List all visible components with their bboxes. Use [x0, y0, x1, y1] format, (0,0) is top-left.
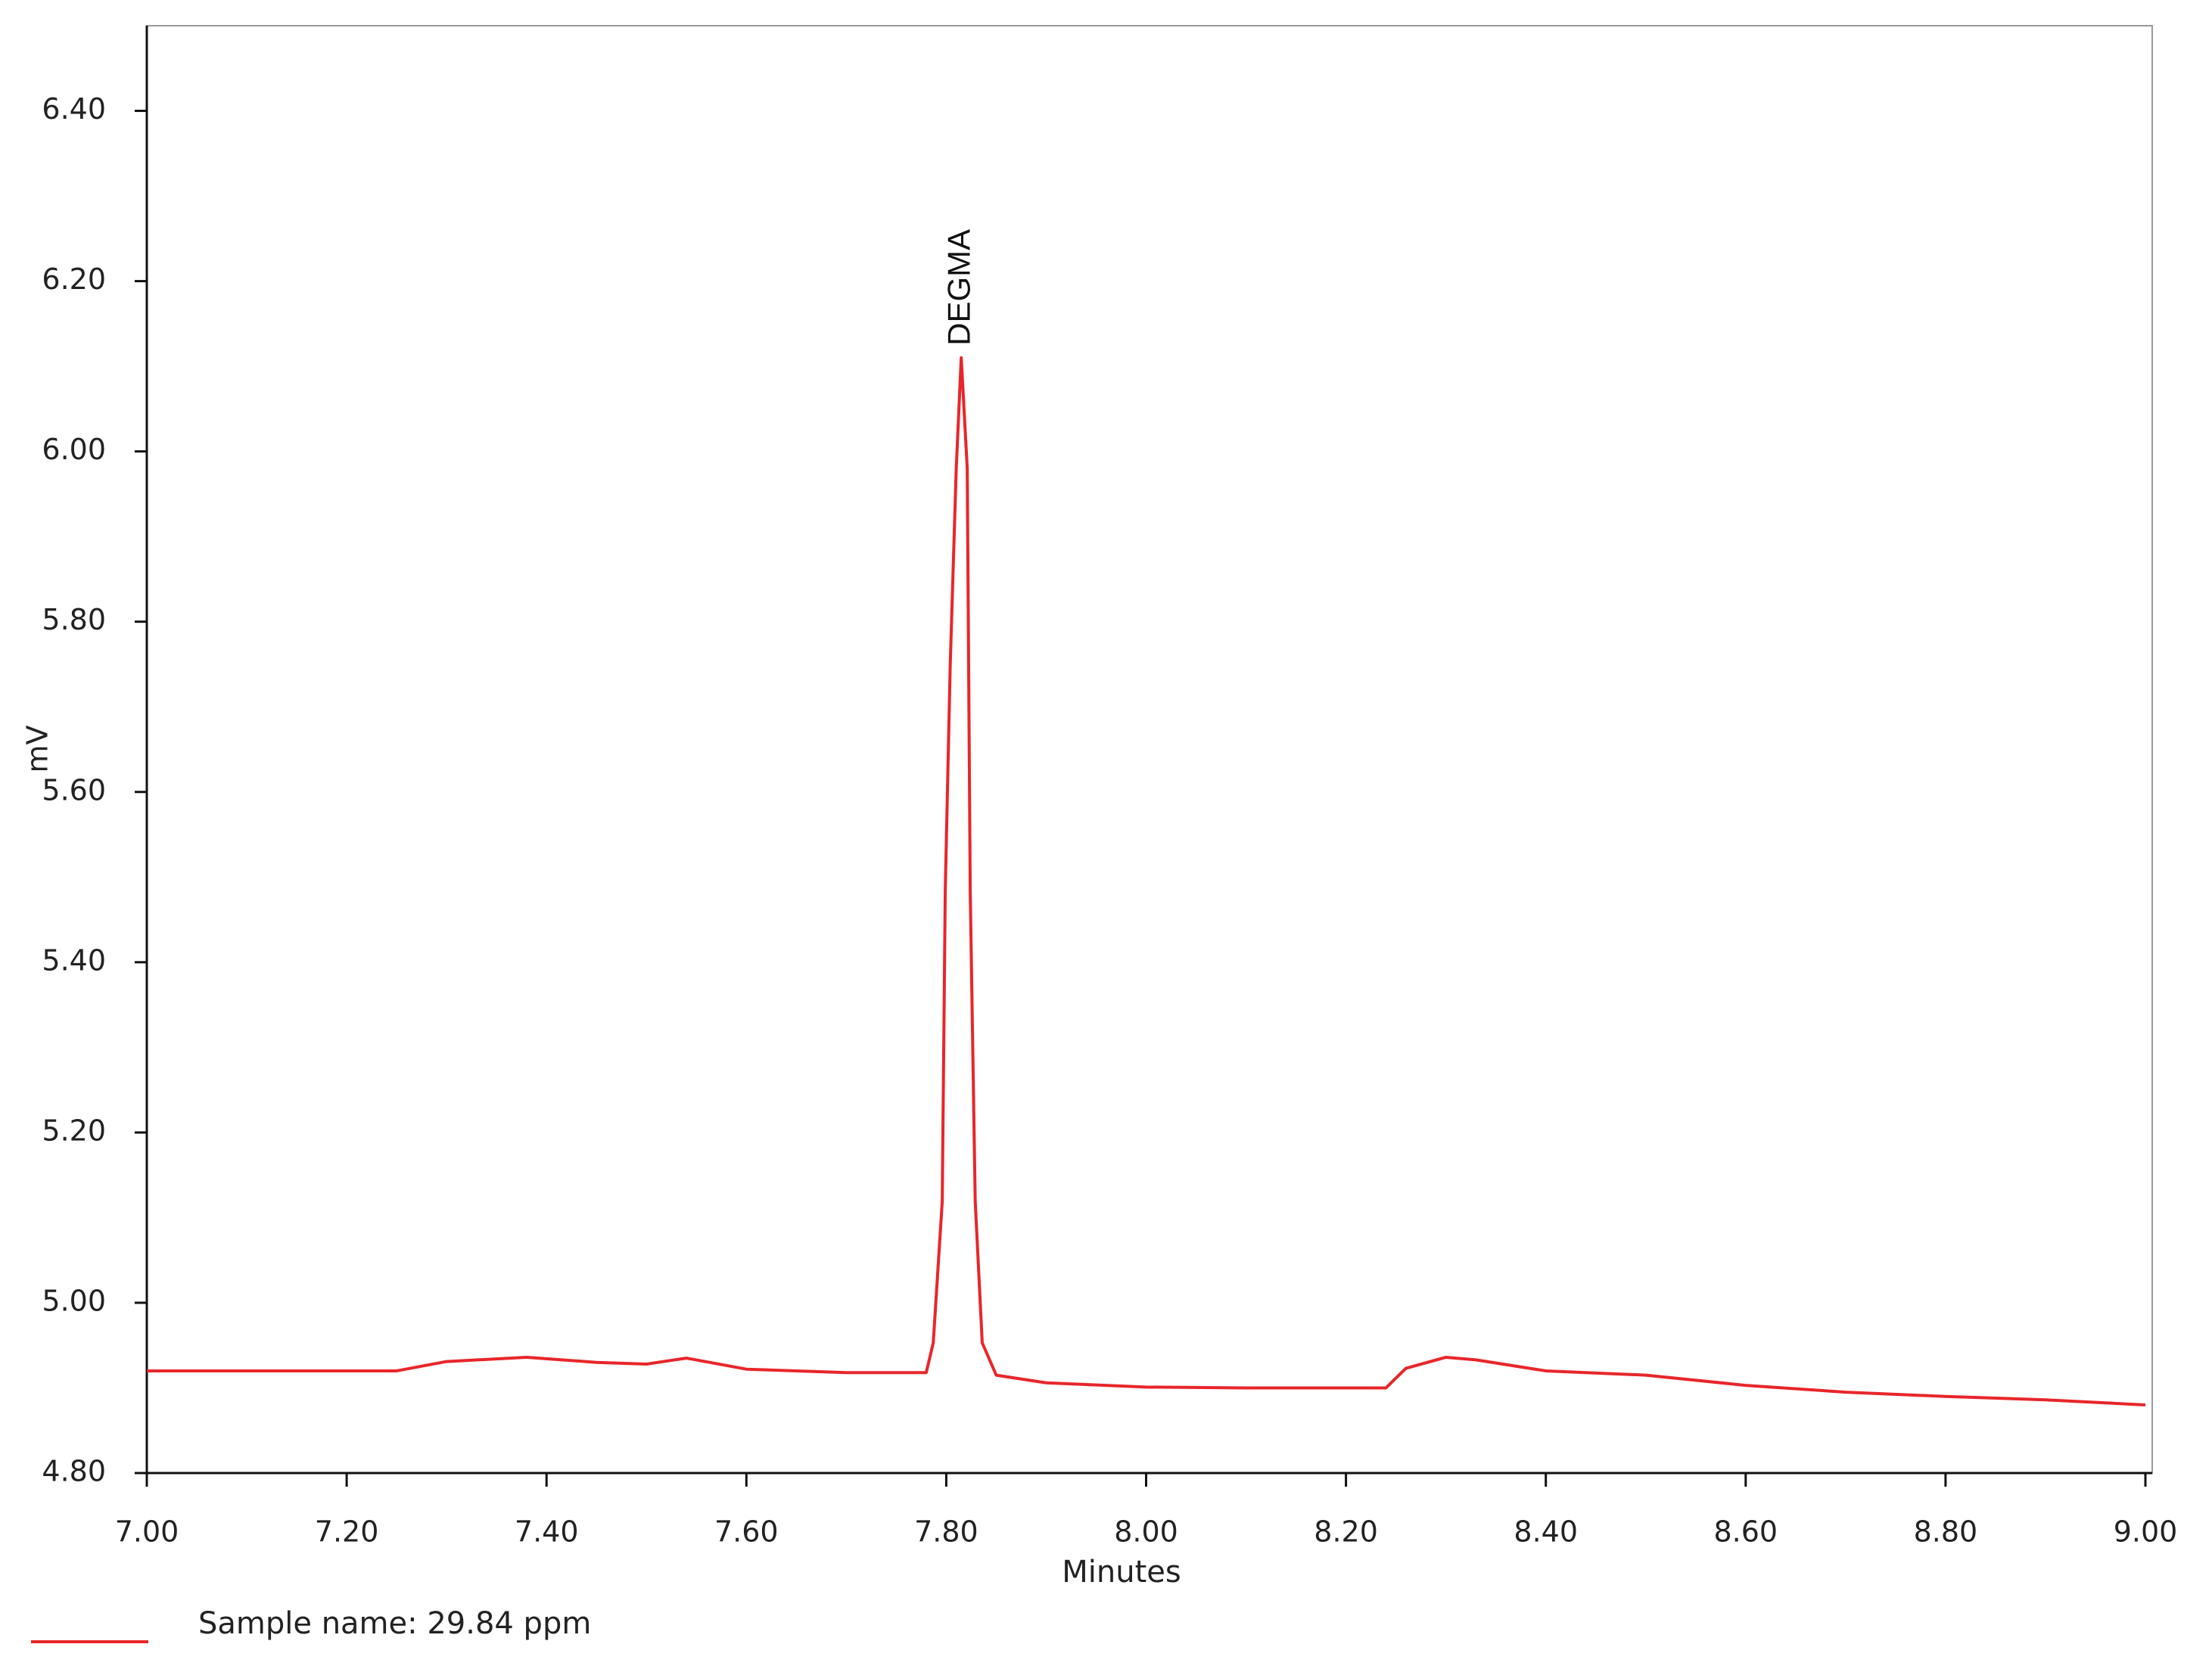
x-tick-label: 7.20	[315, 1515, 379, 1549]
x-tick-label: 7.60	[714, 1515, 779, 1549]
x-tick-label: 7.80	[914, 1515, 978, 1549]
y-tick-label: 5.80	[42, 603, 106, 636]
y-tick-label: 4.80	[42, 1455, 106, 1488]
x-tick-label: 7.40	[515, 1515, 579, 1549]
x-tick-label: 8.60	[1713, 1515, 1778, 1549]
peak-annotation: DEGMA	[941, 229, 976, 346]
x-axis-label: Minutes	[1062, 1555, 1181, 1590]
x-tick-label: 8.00	[1114, 1515, 1178, 1549]
y-tick-label: 5.40	[42, 943, 106, 977]
y-tick-label: 6.20	[42, 263, 106, 296]
y-tick-label: 5.20	[42, 1114, 106, 1147]
legend-label: Sample name: 29.84 ppm	[198, 1606, 591, 1641]
y-tick-label: 6.00	[42, 433, 106, 466]
y-tick-label: 5.60	[42, 773, 106, 807]
y-tick-label: 5.00	[42, 1284, 106, 1317]
plot-frame	[146, 25, 2153, 1474]
x-tick-label: 8.40	[1514, 1515, 1578, 1549]
y-axis-label: mV	[21, 725, 54, 772]
x-tick-label: 8.20	[1314, 1515, 1378, 1549]
y-tick-label: 6.40	[42, 92, 106, 126]
x-tick-label: 7.00	[115, 1515, 179, 1549]
x-tick-label: 8.80	[1914, 1515, 1978, 1549]
series-line	[147, 356, 2146, 1406]
x-tick-label: 9.00	[2114, 1515, 2178, 1549]
